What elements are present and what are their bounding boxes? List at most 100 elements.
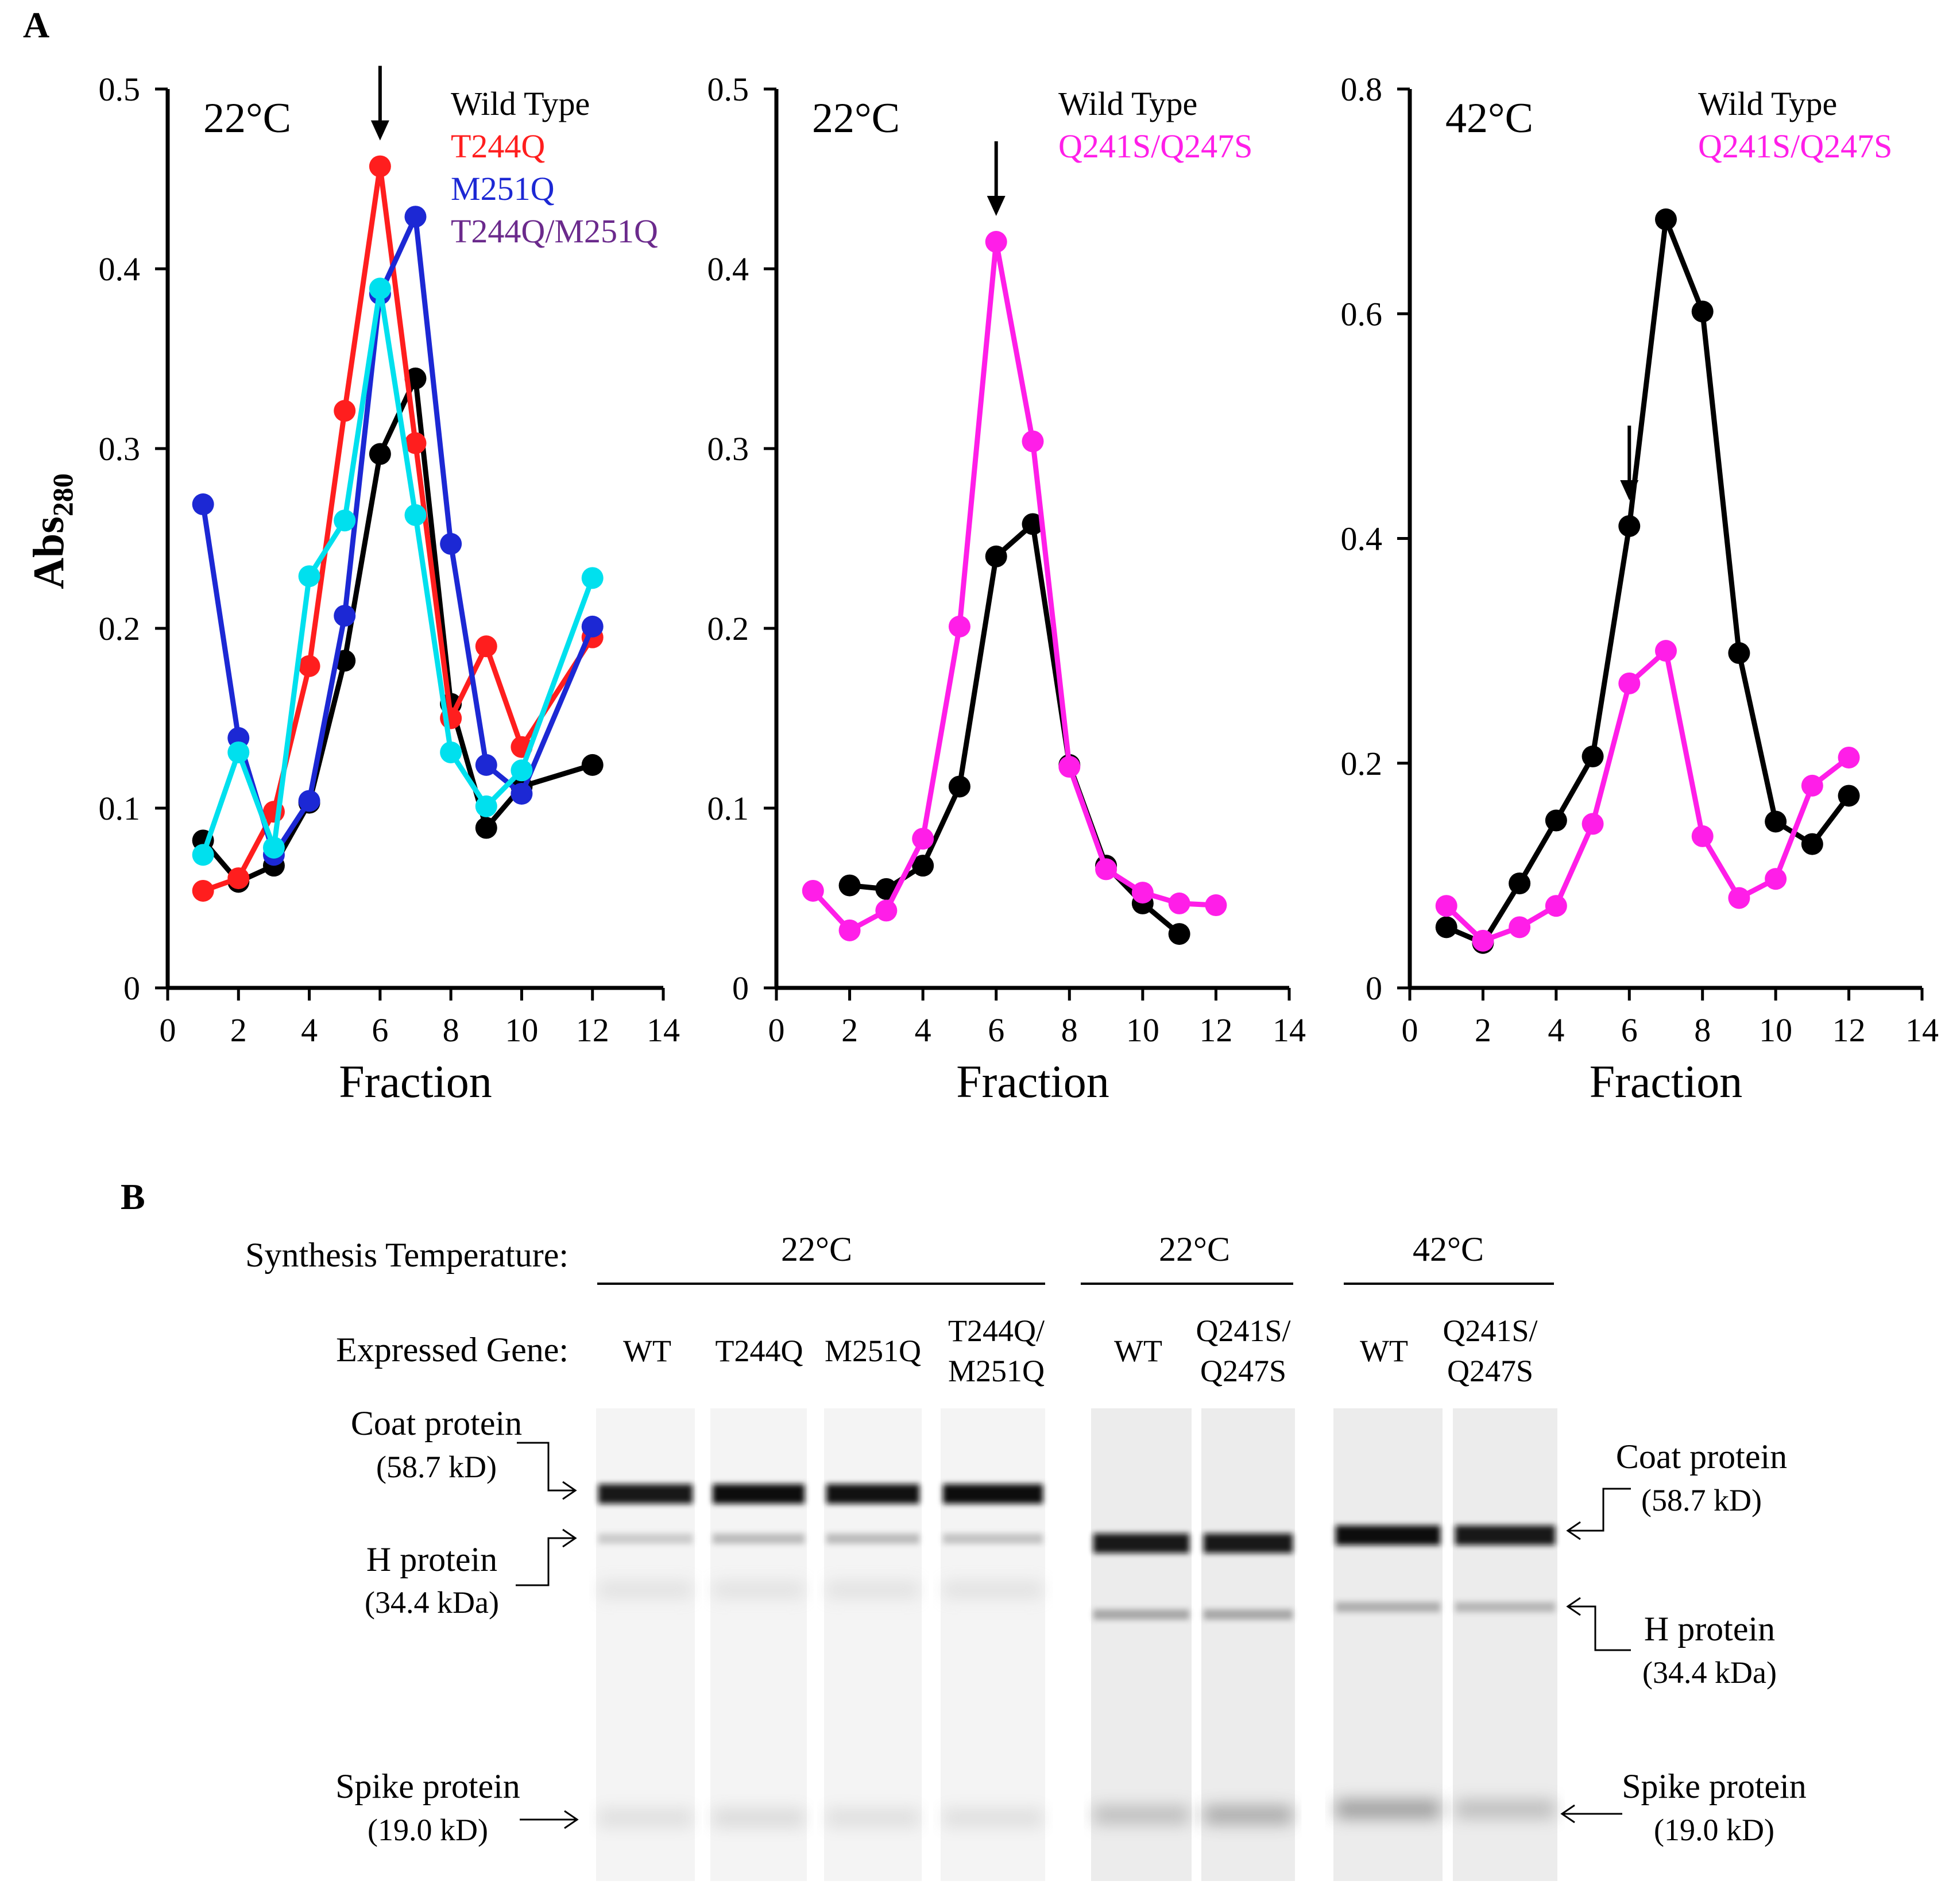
data-point	[985, 545, 1007, 567]
right-marker-coat-name: Coat protein	[1616, 1438, 1787, 1476]
legend-entry: Q241S/Q247S	[1698, 128, 1892, 165]
data-point	[404, 206, 427, 228]
h-protein-band	[598, 1534, 693, 1544]
data-point	[912, 855, 934, 877]
chart-2: 0 0.1 0.2 0.3 0.4 0.5 0 2 4 6 8 10 12 14 Fraction 22°C W…	[707, 71, 1306, 1107]
x-tick-label: 4	[1548, 1011, 1564, 1049]
peak-arrow-head	[987, 196, 1006, 217]
data-point	[298, 655, 320, 677]
y-tick-label: 0.4	[707, 250, 749, 288]
x-tick-label: 8	[1061, 1011, 1078, 1049]
x-tick-label: 2	[230, 1011, 247, 1049]
data-point	[1765, 810, 1787, 833]
data-point	[1095, 858, 1117, 880]
data-point	[475, 795, 497, 817]
coat-protein-band	[713, 1484, 805, 1504]
gel-group-2-temperature: 22°C	[1159, 1230, 1230, 1268]
h-protein-band	[1204, 1609, 1293, 1620]
peak-arrow-head	[370, 120, 389, 141]
y-tick-label: 0.2	[99, 610, 141, 647]
y-tick-label: 0.2	[707, 610, 749, 647]
x-tick-label: 12	[1199, 1011, 1232, 1049]
data-point	[440, 532, 462, 555]
left-marker-spike-mw: (19.0 kD)	[368, 1813, 488, 1847]
data-point	[227, 741, 250, 763]
gel-images	[596, 1408, 1557, 1881]
lane-label-m251q: M251Q	[825, 1334, 921, 1368]
lane-label-t244q: T244Q	[716, 1334, 803, 1368]
h-protein-band	[826, 1534, 919, 1544]
h-protein-band	[1336, 1602, 1440, 1612]
data-point	[1022, 513, 1044, 535]
h-protein-band	[943, 1534, 1043, 1544]
left-marker-coat-leader	[517, 1442, 574, 1492]
data-point	[1691, 825, 1714, 847]
data-point	[912, 828, 934, 850]
data-point	[1509, 916, 1531, 939]
spike-protein-band	[598, 1809, 693, 1827]
h-protein-band	[713, 1534, 805, 1544]
x-tick-label: 14	[647, 1011, 680, 1049]
coat-protein-band	[1093, 1534, 1189, 1553]
data-point	[948, 775, 970, 798]
data-point	[1655, 208, 1677, 230]
faint-band	[943, 1581, 1043, 1598]
data-point	[404, 504, 427, 526]
right-marker-coat-arrowhead	[1566, 1521, 1581, 1540]
data-point	[1581, 813, 1604, 835]
chart-3: 0 0.2 0.4 0.6 0.8 0 2 4 6 8 10 12 14 Fraction 42°C Wild…	[1341, 71, 1939, 1107]
data-point	[1168, 892, 1190, 914]
coat-protein-band	[826, 1484, 919, 1504]
data-point	[1022, 430, 1044, 453]
data-point	[369, 277, 391, 300]
spike-protein-band	[1455, 1800, 1555, 1818]
data-point	[1509, 872, 1531, 895]
gel-group-1-temperature: 22°C	[781, 1230, 852, 1268]
data-point	[475, 817, 497, 839]
y-tick-label: 0.1	[707, 790, 749, 827]
data-point	[1838, 746, 1860, 768]
gel-lane	[1091, 1408, 1192, 1881]
coat-protein-band	[598, 1484, 693, 1504]
data-point	[1801, 774, 1823, 797]
legend-entry: Q241S/Q247S	[1058, 128, 1252, 165]
data-point	[369, 443, 391, 465]
coat-protein-band	[1204, 1534, 1293, 1553]
x-axis-label: Fraction	[339, 1057, 492, 1107]
x-tick-label: 4	[301, 1011, 318, 1049]
data-point	[1435, 895, 1457, 917]
data-point	[440, 741, 462, 763]
temperature-label: 22°C	[203, 95, 291, 142]
gel-panel: Synthesis Temperature: Expressed Gene: 2…	[245, 1230, 1807, 1881]
legend-entry: T244Q/M251Q	[451, 213, 658, 250]
left-marker-spike-name: Spike protein	[335, 1767, 520, 1805]
data-point	[838, 874, 861, 897]
series-line	[811, 239, 1216, 933]
data-point	[1205, 894, 1227, 917]
data-point	[581, 567, 604, 589]
h-protein-band	[1093, 1609, 1189, 1620]
y-tick-label: 0.5	[99, 71, 141, 108]
right-marker-coat-leader	[1568, 1488, 1631, 1532]
data-point	[262, 836, 285, 859]
y-tick-label: 0.5	[707, 71, 749, 108]
right-marker-spike-arrowhead	[1560, 1804, 1575, 1824]
data-point	[369, 155, 391, 177]
right-marker-h-arrowhead	[1566, 1597, 1581, 1616]
series-line	[1444, 648, 1851, 944]
data-point	[192, 493, 214, 516]
data-point	[1545, 809, 1567, 832]
right-marker-h-name: H protein	[1644, 1610, 1775, 1648]
panel-b-label: B	[121, 1176, 145, 1217]
y-axis-label: Abs280	[25, 473, 79, 589]
data-point	[334, 509, 356, 532]
right-marker-h-mw: (34.4 kDa)	[1642, 1655, 1777, 1690]
right-marker-spike-name: Spike protein	[1622, 1767, 1807, 1805]
lane-label-wt-22c-b: WT	[1114, 1334, 1162, 1368]
y-tick-label: 0	[732, 970, 749, 1007]
x-tick-label: 2	[1475, 1011, 1491, 1049]
lane-label-q241s-q247s-42c-line1: Q241S/	[1443, 1314, 1537, 1348]
data-point	[511, 759, 533, 782]
panel-a-label: A	[23, 5, 49, 45]
lane-label-t244q-m251q-line2: M251Q	[948, 1354, 1045, 1388]
